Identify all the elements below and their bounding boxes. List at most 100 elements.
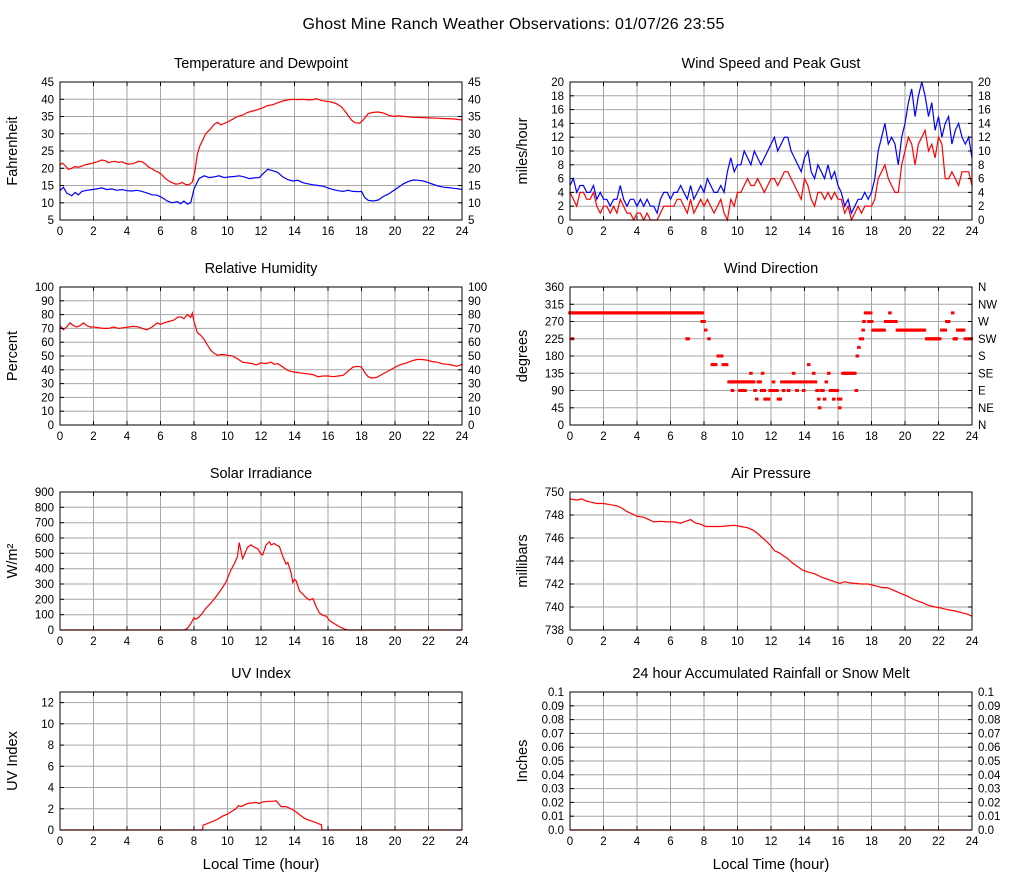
svg-text:0: 0 (48, 420, 54, 432)
svg-text:2: 2 (90, 636, 96, 648)
svg-text:22: 22 (932, 636, 945, 648)
svg-text:24: 24 (456, 431, 469, 443)
svg-text:700: 700 (35, 518, 54, 530)
svg-text:45: 45 (41, 77, 54, 89)
svg-text:12: 12 (765, 226, 778, 238)
svg-text:25: 25 (468, 146, 481, 158)
svg-text:10: 10 (41, 406, 54, 418)
axis-tick-labels: 0 2 4 6 8 10 12 14 16 18 20 22 240100200300400500600… (35, 487, 469, 648)
svg-text:18: 18 (355, 431, 368, 443)
gridlines (60, 287, 462, 425)
solar-irradiance-plot: 0 2 4 6 8 10 12 14 16 18 20 22 240100200300400500600… (5, 466, 469, 648)
svg-text:8: 8 (701, 431, 707, 443)
axes-border (569, 81, 973, 221)
svg-text:6: 6 (48, 761, 54, 773)
y-axis-title: Fahrenheit (5, 116, 21, 185)
svg-text:40: 40 (468, 94, 481, 106)
axes-border (569, 691, 973, 831)
svg-text:0.04: 0.04 (978, 770, 1001, 782)
svg-text:35: 35 (41, 112, 54, 124)
svg-text:16: 16 (832, 226, 845, 238)
svg-text:24: 24 (966, 836, 979, 848)
svg-text:80: 80 (468, 310, 481, 322)
svg-text:40: 40 (41, 94, 54, 106)
svg-text:60: 60 (468, 337, 481, 349)
svg-text:0.01: 0.01 (542, 811, 564, 823)
svg-text:20: 20 (978, 77, 991, 89)
gridlines (60, 492, 462, 630)
svg-text:4: 4 (124, 636, 131, 648)
svg-text:20: 20 (389, 226, 402, 238)
svg-text:14: 14 (978, 118, 991, 130)
svg-text:16: 16 (322, 636, 335, 648)
svg-text:4: 4 (634, 836, 641, 848)
svg-text:12: 12 (255, 226, 268, 238)
svg-text:90: 90 (468, 296, 481, 308)
axes-border (59, 81, 463, 221)
svg-text:10: 10 (468, 198, 481, 210)
svg-text:6: 6 (978, 174, 984, 186)
svg-text:270: 270 (545, 317, 564, 329)
svg-text:20: 20 (389, 836, 402, 848)
svg-text:2: 2 (48, 804, 54, 816)
svg-text:4: 4 (124, 226, 131, 238)
page-title: Ghost Mine Ranch Weather Observations: 0… (302, 16, 725, 33)
svg-text:24: 24 (966, 226, 979, 238)
svg-text:900: 900 (35, 487, 54, 499)
svg-text:10: 10 (41, 198, 54, 210)
svg-text:5: 5 (468, 215, 474, 227)
svg-text:2: 2 (90, 836, 96, 848)
series-dewpoint (59, 168, 463, 205)
svg-text:10: 10 (221, 226, 234, 238)
svg-text:10: 10 (731, 431, 744, 443)
svg-text:600: 600 (35, 533, 54, 545)
svg-text:200: 200 (35, 594, 54, 606)
chart-wind-direction: 0 2 4 6 8 10 12 14 16 18 20 22 24 0 N 45 NE 90 E 135 SE 180 S 2… (512, 255, 1022, 460)
svg-text:30: 30 (41, 379, 54, 391)
svg-text:0: 0 (567, 836, 573, 848)
svg-text:100: 100 (35, 610, 54, 622)
chart-title: Relative Humidity (205, 261, 319, 277)
svg-text:0.09: 0.09 (542, 701, 564, 713)
svg-text:20: 20 (899, 431, 912, 443)
svg-text:6: 6 (157, 431, 163, 443)
svg-text:6: 6 (667, 226, 673, 238)
svg-text:2: 2 (600, 636, 606, 648)
svg-text:4: 4 (124, 836, 131, 848)
svg-text:N: N (978, 282, 986, 294)
svg-text:0: 0 (558, 420, 564, 432)
svg-text:8: 8 (558, 160, 564, 172)
svg-text:0.0: 0.0 (548, 825, 564, 837)
axes-border (59, 691, 463, 831)
svg-text:4: 4 (634, 636, 641, 648)
svg-text:10: 10 (731, 226, 744, 238)
y-axis-title: Percent (5, 331, 21, 381)
svg-text:2: 2 (600, 836, 606, 848)
svg-text:10: 10 (221, 636, 234, 648)
chart-title: Temperature and Dewpoint (174, 56, 348, 72)
series-wind-direction (568, 311, 973, 410)
svg-text:16: 16 (322, 431, 335, 443)
svg-text:12: 12 (255, 836, 268, 848)
svg-text:18: 18 (355, 836, 368, 848)
svg-text:10: 10 (41, 719, 54, 731)
svg-text:18: 18 (865, 636, 878, 648)
svg-text:22: 22 (422, 226, 435, 238)
chart-title: UV Index (231, 666, 291, 682)
svg-text:180: 180 (545, 351, 564, 363)
chart-rainfall: 0 2 4 6 8 10 12 14 16 18 20 22 24 0.0 0.0 0.01 0.01 0.02 0… (512, 660, 1022, 878)
svg-text:5: 5 (48, 215, 54, 227)
svg-text:8: 8 (191, 431, 197, 443)
svg-text:10: 10 (978, 146, 991, 158)
svg-text:E: E (978, 386, 986, 398)
y-axis-title: millibars (515, 534, 531, 587)
svg-text:60: 60 (41, 337, 54, 349)
svg-text:10: 10 (731, 636, 744, 648)
